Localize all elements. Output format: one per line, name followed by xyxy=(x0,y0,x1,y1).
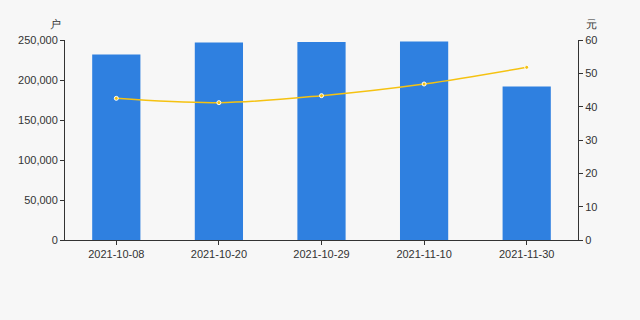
svg-text:30: 30 xyxy=(585,134,597,146)
svg-text:10: 10 xyxy=(585,201,597,213)
svg-text:2021-11-30: 2021-11-30 xyxy=(499,248,554,260)
svg-text:200,000: 200,000 xyxy=(18,74,58,86)
svg-text:0: 0 xyxy=(52,234,58,246)
svg-text:2021-11-10: 2021-11-10 xyxy=(396,248,451,260)
svg-text:250,000: 250,000 xyxy=(18,34,58,46)
svg-text:元: 元 xyxy=(586,18,597,30)
svg-text:150,000: 150,000 xyxy=(18,114,58,126)
svg-text:2021-10-29: 2021-10-29 xyxy=(293,248,349,260)
svg-text:2021-10-08: 2021-10-08 xyxy=(88,248,144,260)
svg-text:50: 50 xyxy=(585,67,597,79)
svg-text:20: 20 xyxy=(585,167,597,179)
svg-text:40: 40 xyxy=(585,101,597,113)
svg-text:60: 60 xyxy=(585,34,597,46)
svg-text:户: 户 xyxy=(50,18,61,30)
svg-text:0: 0 xyxy=(585,234,591,246)
svg-text:2021-10-20: 2021-10-20 xyxy=(191,248,247,260)
svg-text:100,000: 100,000 xyxy=(18,154,58,166)
svg-text:50,000: 50,000 xyxy=(24,194,58,206)
